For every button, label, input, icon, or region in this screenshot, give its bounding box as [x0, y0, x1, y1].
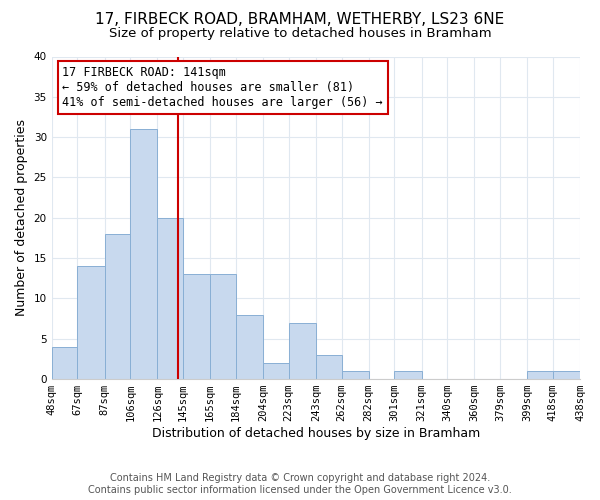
- Bar: [263, 363, 289, 379]
- Bar: [289, 322, 316, 379]
- Bar: [210, 274, 236, 379]
- Text: 17 FIRBECK ROAD: 141sqm
← 59% of detached houses are smaller (81)
41% of semi-de: 17 FIRBECK ROAD: 141sqm ← 59% of detache…: [62, 66, 383, 109]
- Bar: [316, 355, 341, 379]
- Bar: [341, 371, 368, 379]
- Text: Size of property relative to detached houses in Bramham: Size of property relative to detached ho…: [109, 28, 491, 40]
- Bar: [527, 371, 553, 379]
- Bar: [52, 347, 77, 379]
- X-axis label: Distribution of detached houses by size in Bramham: Distribution of detached houses by size …: [152, 427, 480, 440]
- Bar: [236, 314, 263, 379]
- Text: Contains HM Land Registry data © Crown copyright and database right 2024.
Contai: Contains HM Land Registry data © Crown c…: [88, 474, 512, 495]
- Bar: [553, 371, 580, 379]
- Bar: [394, 371, 422, 379]
- Text: 17, FIRBECK ROAD, BRAMHAM, WETHERBY, LS23 6NE: 17, FIRBECK ROAD, BRAMHAM, WETHERBY, LS2…: [95, 12, 505, 28]
- Bar: [130, 129, 157, 379]
- Bar: [580, 371, 600, 379]
- Bar: [183, 274, 210, 379]
- Bar: [104, 234, 130, 379]
- Bar: [77, 266, 104, 379]
- Y-axis label: Number of detached properties: Number of detached properties: [15, 120, 28, 316]
- Bar: [157, 218, 183, 379]
